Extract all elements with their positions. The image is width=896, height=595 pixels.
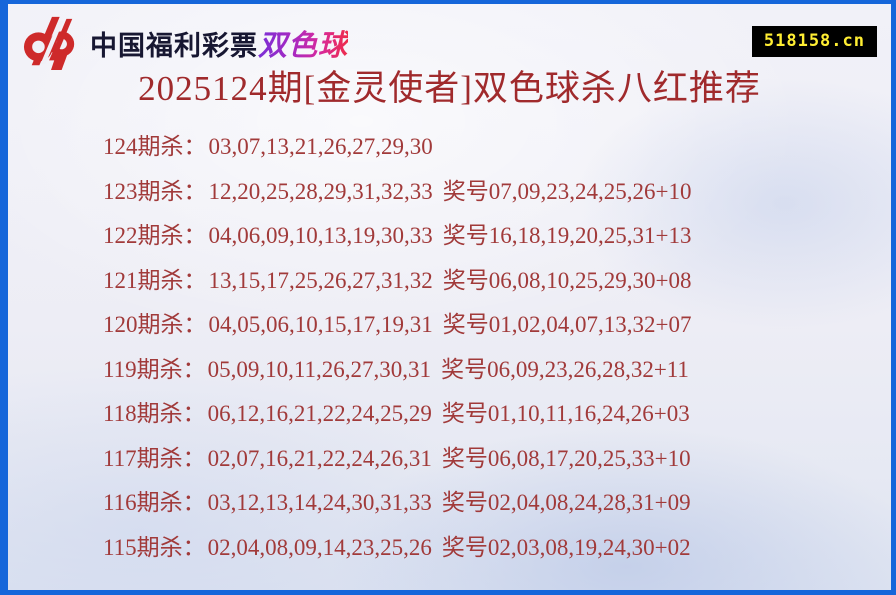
prize-numbers: 奖号02,03,08,19,24,30+02 xyxy=(441,534,691,560)
prize-numbers: 奖号01,02,04,07,13,32+07 xyxy=(442,312,692,337)
china-welfare-lottery-logo-icon xyxy=(23,16,75,71)
prize-numbers: 奖号06,08,10,25,29,30+08 xyxy=(442,267,692,293)
kill-numbers: 13,15,17,25,26,27,31,32 xyxy=(208,267,433,293)
record-row: 122期杀：04,06,09,10,13,19,30,33 奖号16,18,19,… xyxy=(103,214,881,259)
prize-numbers: 奖号02,04,08,24,28,31+09 xyxy=(441,490,691,515)
prize-numbers: 奖号06,08,17,20,25,33+10 xyxy=(441,445,691,471)
records-list: 124期杀：03,07,13,21,26,27,29,30 123期杀：12,2… xyxy=(103,125,881,570)
prize-numbers: 奖号01,10,11,16,24,26+03 xyxy=(441,401,690,426)
brand-prefix: 中国福利彩票 xyxy=(90,31,258,61)
record-row: 120期杀：04,05,06,10,15,17,19,31 奖号01,02,04,… xyxy=(103,303,881,348)
issue-label: 121期杀： xyxy=(103,267,207,293)
record-row: 124期杀：03,07,13,21,26,27,29,30 xyxy=(103,125,881,170)
kill-numbers: 03,07,13,21,26,27,29,30 xyxy=(208,134,433,159)
kill-numbers: 05,09,10,11,26,27,30,31 xyxy=(207,356,432,382)
kill-numbers: 04,05,06,10,15,17,19,31 xyxy=(208,312,433,337)
kill-numbers: 02,07,16,21,22,24,26,31 xyxy=(207,445,432,471)
record-row: 121期杀：13,15,17,25,26,27,31,32 奖号06,08,10,… xyxy=(103,259,881,304)
brand-text: 中国福利彩票双色球 xyxy=(90,22,348,64)
issue-label: 124期杀： xyxy=(103,134,207,159)
prize-numbers: 奖号07,09,23,24,25,26+10 xyxy=(442,178,692,204)
issue-label: 119期杀： xyxy=(103,356,206,382)
issue-label: 115期杀： xyxy=(103,534,206,560)
record-row: 116期杀：03,12,13,14,24,30,31,33 奖号02,04,08,… xyxy=(103,481,881,526)
site-badge: 518158.cn xyxy=(751,26,877,57)
record-row: 123期杀：12,20,25,28,29,31,32,33 奖号07,09,23,… xyxy=(103,170,881,215)
record-row: 119期杀：05,09,10,11,26,27,30,31 奖号06,09,23,… xyxy=(103,348,881,393)
record-row: 115期杀：02,04,08,09,14,23,25,26 奖号02,03,08,… xyxy=(103,526,881,571)
kill-numbers: 04,06,09,10,13,19,30,33 xyxy=(208,223,433,248)
prize-numbers: 奖号06,09,23,26,28,32+11 xyxy=(441,356,689,382)
issue-label: 117期杀： xyxy=(103,445,206,471)
brand-suffix: 双色球 xyxy=(258,30,349,62)
prize-numbers: 奖号16,18,19,20,25,31+13 xyxy=(442,223,692,248)
record-row: 118期杀：06,12,16,21,22,24,25,29 奖号01,10,11,… xyxy=(103,392,881,437)
kill-numbers: 02,04,08,09,14,23,25,26 xyxy=(207,534,432,560)
issue-label: 122期杀： xyxy=(103,223,207,248)
record-row: 117期杀：02,07,16,21,22,24,26,31 奖号06,08,17,… xyxy=(103,437,881,482)
page-title: 2025124期[金灵使者]双色球杀八红推荐 xyxy=(138,69,761,108)
issue-label: 123期杀： xyxy=(103,178,207,204)
kill-numbers: 12,20,25,28,29,31,32,33 xyxy=(208,178,433,204)
kill-numbers: 03,12,13,14,24,30,31,33 xyxy=(207,490,432,515)
kill-numbers: 06,12,16,21,22,24,25,29 xyxy=(207,401,432,426)
issue-label: 116期杀： xyxy=(103,490,206,515)
header: 中国福利彩票双色球 518158.cn xyxy=(20,12,881,74)
issue-label: 118期杀： xyxy=(103,401,206,426)
issue-label: 120期杀： xyxy=(103,312,207,337)
